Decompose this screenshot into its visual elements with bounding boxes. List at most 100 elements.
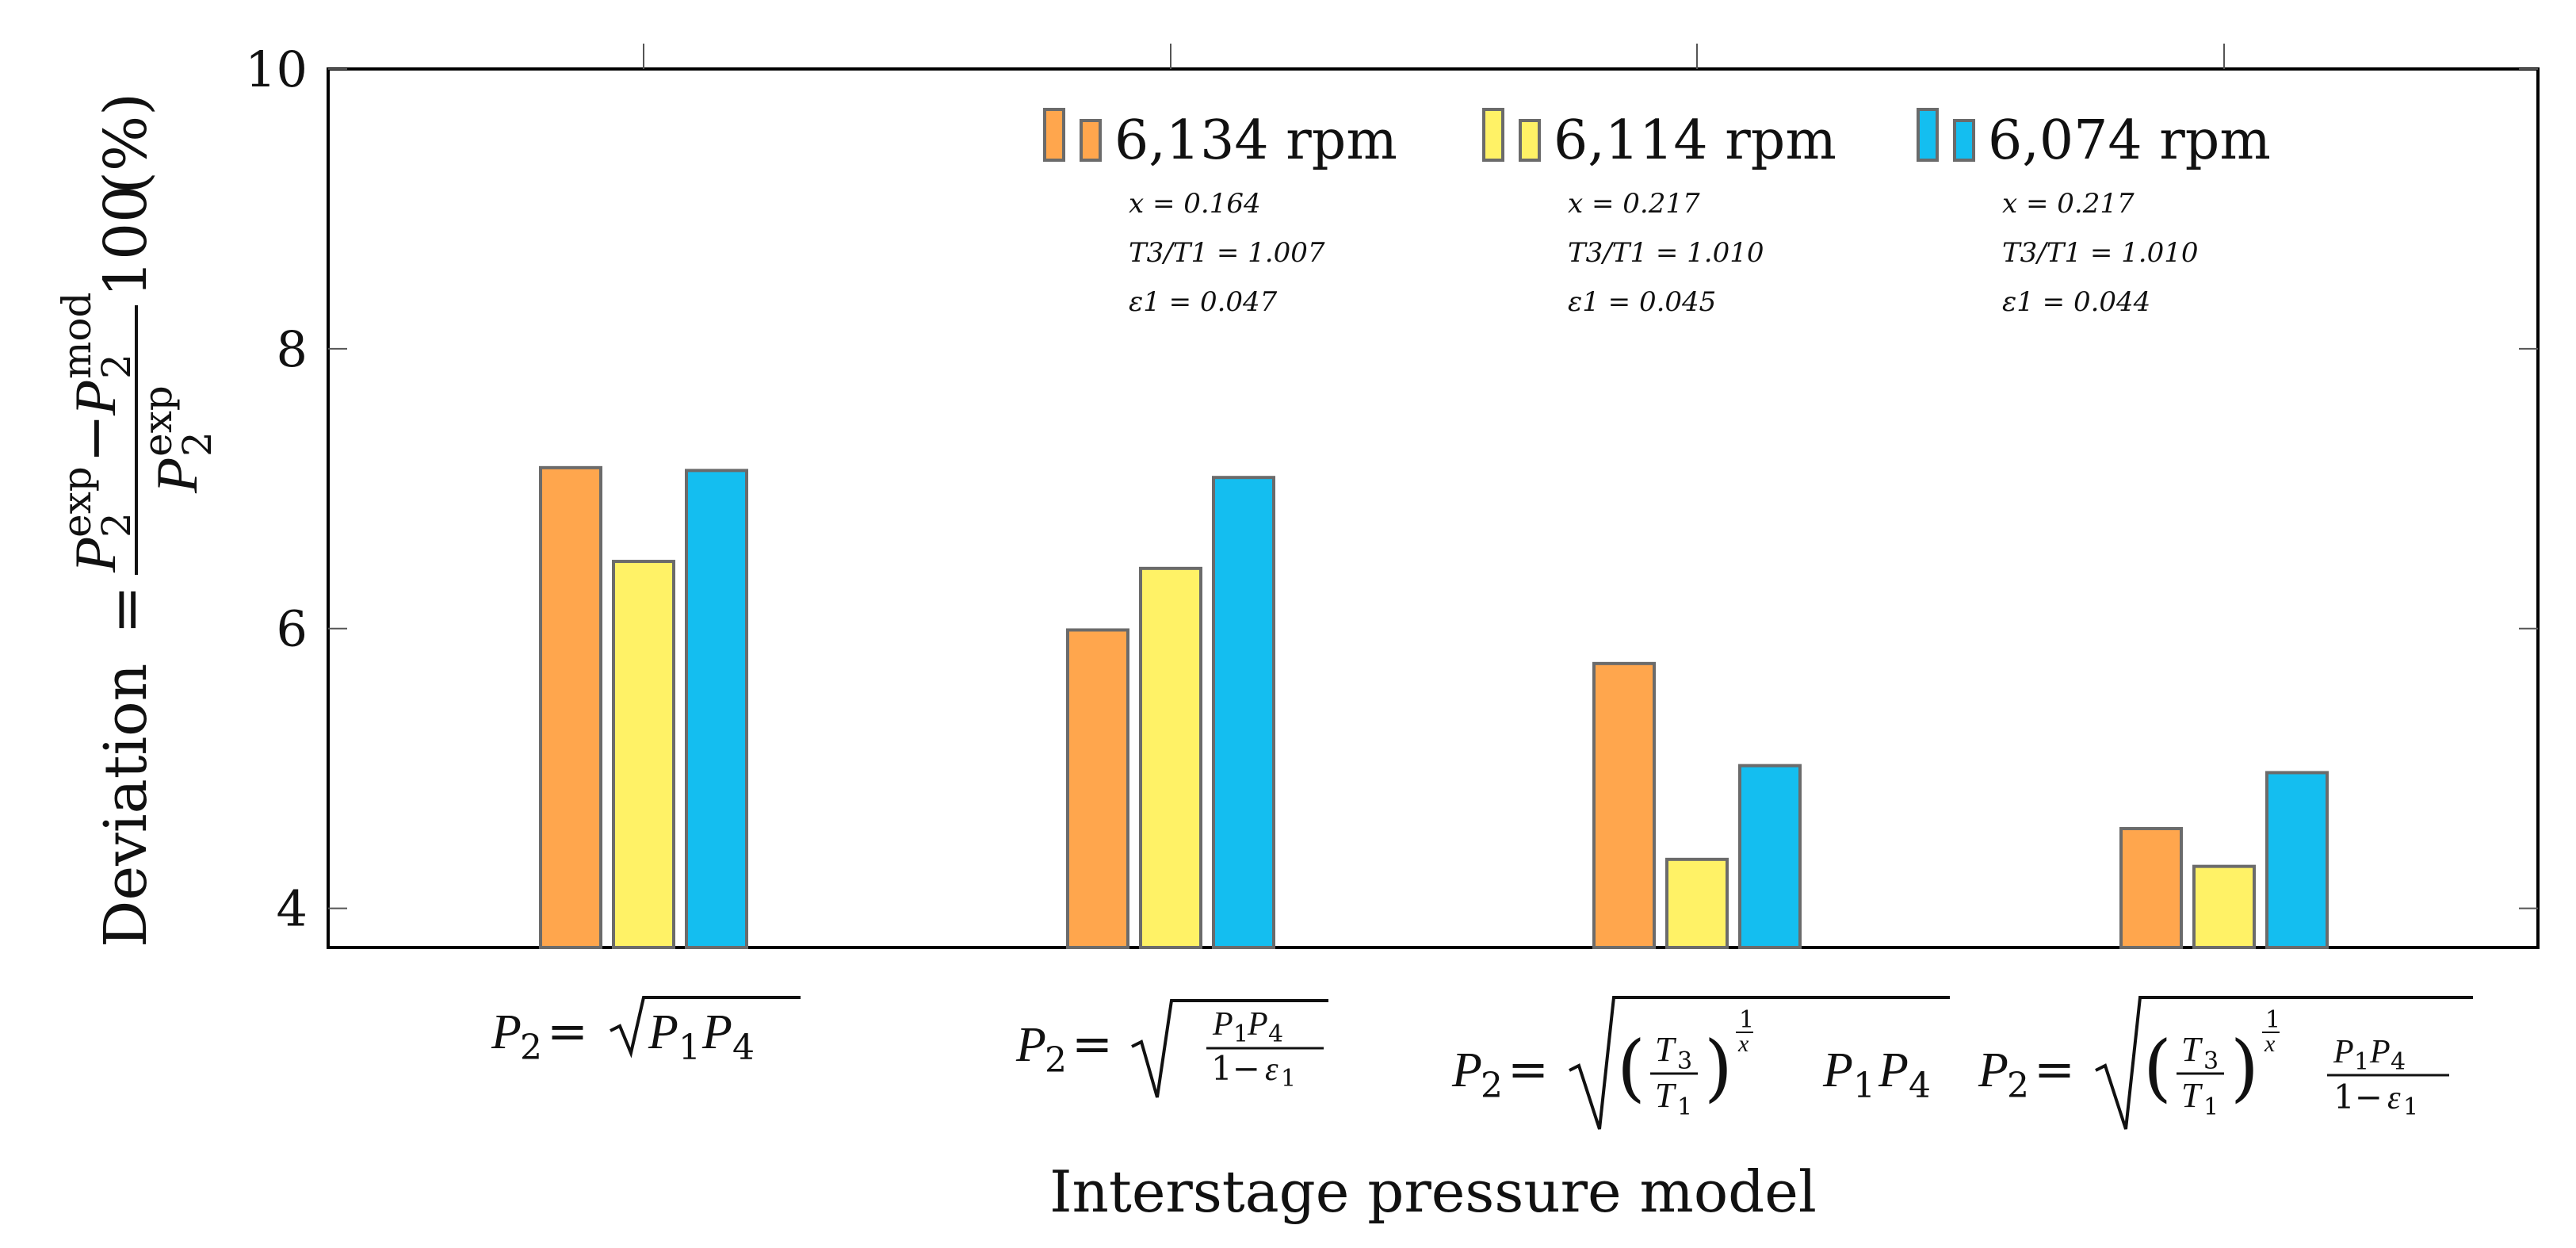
- legend-param-1-1: x = 0.164: [1129, 188, 1261, 220]
- cat4-num-p4-sub: 4: [2391, 1048, 2406, 1076]
- cat4-p-sub: 2: [2007, 1066, 2029, 1106]
- cat3-p4-sub: 4: [1909, 1066, 1931, 1106]
- y-label-factor: 100: [92, 186, 160, 297]
- bar-2-4: [2192, 864, 2256, 950]
- y-label-den-sub: 2: [174, 431, 220, 457]
- legend-param-2-2: T3/T1 = 1.010: [1568, 237, 1764, 269]
- legend: 6,134 rpm x = 0.164 T3/T1 = 1.007 ε1 = 0.04…: [1043, 108, 2271, 318]
- cat1-p-sub: 2: [520, 1028, 542, 1068]
- plot-frame: [327, 67, 2540, 949]
- y-label-num-a: P: [63, 537, 128, 573]
- cat2-p: P: [1015, 1018, 1046, 1072]
- cat1-p4-sub: 4: [732, 1028, 755, 1068]
- cat3-eq: =: [1508, 1040, 1549, 1098]
- legend-label-1: 6,134 rpm: [1114, 109, 1397, 172]
- legend-param-2-3: ε1 = 0.045: [1568, 286, 1716, 318]
- cat2-num-p4: P: [1247, 1006, 1268, 1043]
- cat3-rparen: ): [1704, 1025, 1733, 1110]
- cat2-p-sub: 2: [1045, 1040, 1067, 1081]
- cat2-num-p1-sub: 1: [1233, 1020, 1248, 1048]
- cat4-lparen: (: [2143, 1025, 2172, 1110]
- cat3-exp-x: x: [1737, 1031, 1749, 1057]
- cat4-t1-sub: 1: [2203, 1093, 2219, 1121]
- y-label-den-sup: exp: [135, 385, 181, 457]
- y-label-num-b-sub: 2: [94, 354, 140, 379]
- cat4-eq: =: [2034, 1040, 2075, 1098]
- y-label-num-b-sup: mod: [54, 292, 100, 379]
- legend-swatch-b-3: [1953, 119, 1975, 162]
- cat1-p4: P: [701, 1005, 732, 1059]
- x-tick-label-2: P 2 = P 1 P 4 1− ε 1: [1015, 999, 1328, 1098]
- legend-param-3-2: T3/T1 = 1.010: [2002, 237, 2199, 269]
- y-label-den: P: [145, 457, 210, 494]
- y-label-lhs: Deviation: [92, 664, 160, 947]
- cat2-num-p4-sub: 4: [1268, 1020, 1283, 1048]
- cat4-num-p1: P: [2333, 1034, 2354, 1070]
- bar-3-1: [685, 469, 748, 949]
- cat4-num-p4: P: [2369, 1034, 2391, 1070]
- cat2-den-eps-sub: 1: [1281, 1065, 1296, 1093]
- cat4-den-one-minus: 1−: [2333, 1078, 2383, 1116]
- cat4-den-eps: ε: [2387, 1080, 2401, 1116]
- y-tick-label-6: 6: [277, 600, 308, 658]
- cat2-sqrt: [1131, 999, 1328, 1098]
- cat3-lparen: (: [1617, 1025, 1645, 1110]
- y-label-num-a-sup: exp: [54, 466, 100, 538]
- x-axis-label: Interstage pressure model: [1049, 1158, 1817, 1225]
- y-label-eq: =: [92, 585, 160, 634]
- y-label-num-a-sub: 2: [94, 512, 140, 538]
- y-axis-label: Deviation = P exp 2 − P mod 2 P exp 2 10…: [54, 93, 220, 947]
- cat4-num-p1-sub: 1: [2354, 1048, 2369, 1076]
- cat4-t1: T: [2181, 1076, 2203, 1115]
- bar-1-3: [1592, 661, 1656, 949]
- cat4-exp-one: 1: [2265, 1006, 2280, 1034]
- cat3-sqrt: [1569, 996, 1950, 1130]
- bar-2-2: [1139, 566, 1202, 950]
- x-tick-label-3: P 2 = ( T 3 T 1 ) 1 x P 1 P 4: [1451, 996, 1950, 1130]
- cat4-den-eps-sub: 1: [2403, 1093, 2418, 1121]
- cat3-t3-sub: 3: [1677, 1047, 1692, 1075]
- legend-param-3-3: ε1 = 0.044: [2002, 286, 2150, 318]
- legend-swatch-a-2: [1482, 108, 1504, 162]
- cat3-p: P: [1451, 1043, 1482, 1097]
- legend-swatch-a-3: [1917, 108, 1939, 162]
- legend-swatch-a-1: [1043, 108, 1065, 162]
- legend-swatch-b-2: [1519, 119, 1541, 162]
- cat3-t1-sub: 1: [1677, 1093, 1692, 1121]
- x-tick-labels: P 2 = P 1 P 4 P 2 = P 1 P 4 1− ε 1 P 2: [491, 996, 2473, 1130]
- legend-param-1-3: ε1 = 0.047: [1129, 286, 1278, 318]
- legend-label-3: 6,074 rpm: [1988, 109, 2271, 172]
- y-tick-label-10: 10: [245, 40, 308, 98]
- cat2-den-eps: ε: [1265, 1051, 1278, 1088]
- bar-2-3: [1665, 857, 1729, 950]
- cat3-t1: T: [1655, 1076, 1677, 1115]
- bar-3-3: [1738, 764, 1802, 950]
- cat4-t3-sub: 3: [2203, 1047, 2219, 1075]
- bars-layer: [539, 465, 2329, 950]
- bar-1-1: [539, 465, 602, 949]
- cat3-p4: P: [1878, 1043, 1909, 1097]
- y-tick-label-4: 4: [277, 880, 308, 938]
- cat3-p1-sub: 1: [1853, 1066, 1875, 1106]
- cat2-eq: =: [1072, 1015, 1113, 1073]
- bar-3-2: [1212, 476, 1275, 949]
- cat2-num-p1: P: [1212, 1006, 1233, 1043]
- legend-label-2: 6,114 rpm: [1554, 109, 1836, 172]
- y-tick-labels: 4 6 8 10: [245, 40, 308, 938]
- bar-1-4: [2119, 827, 2183, 950]
- y-label-num-b: P: [63, 380, 128, 416]
- cat4-sqrt: [2095, 996, 2473, 1130]
- legend-param-1-2: T3/T1 = 1.007: [1129, 237, 1325, 269]
- cat1-p1: P: [648, 1005, 678, 1059]
- cat4-p: P: [1978, 1043, 2008, 1097]
- cat3-p-sub: 2: [1481, 1066, 1503, 1106]
- cat4-t3: T: [2181, 1030, 2203, 1069]
- cat3-exp-one: 1: [1739, 1006, 1754, 1034]
- cat1-sqrt: [610, 996, 801, 1059]
- cat4-rparen: ): [2230, 1025, 2259, 1110]
- x-tick-label-1: P 2 = P 1 P 4: [491, 996, 801, 1068]
- cat3-p1: P: [1822, 1043, 1853, 1097]
- bar-1-2: [1066, 628, 1129, 949]
- legend-param-3-1: x = 0.217: [2002, 188, 2135, 220]
